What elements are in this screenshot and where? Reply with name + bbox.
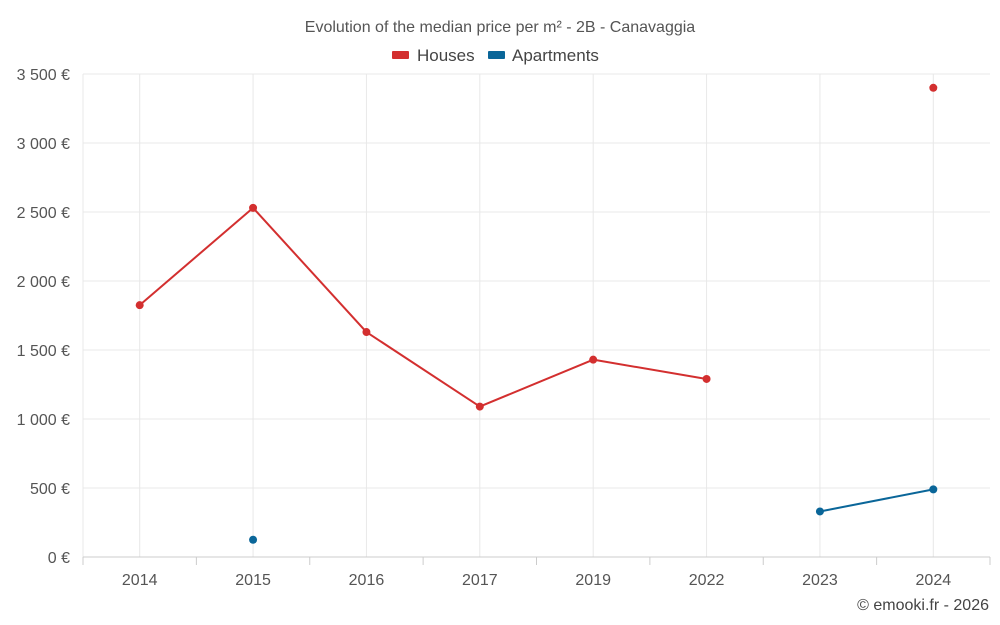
- legend: Houses Apartments: [392, 46, 599, 65]
- data-point[interactable]: [249, 203, 258, 212]
- y-tick-label: 2 000 €: [17, 274, 70, 291]
- data-point[interactable]: [589, 355, 598, 364]
- x-tick-label: 2015: [235, 572, 271, 589]
- series-apartments: [249, 485, 938, 544]
- data-point[interactable]: [249, 535, 258, 544]
- chart-title: Evolution of the median price per m² - 2…: [305, 19, 696, 36]
- x-tick-label: 2024: [916, 572, 952, 589]
- series-houses: [135, 83, 938, 411]
- y-tick-label: 2 500 €: [17, 205, 70, 222]
- x-tick-label: 2019: [575, 572, 611, 589]
- series-line-segment: [252, 207, 368, 333]
- y-tick-label: 1 000 €: [17, 412, 70, 429]
- series-line-segment: [819, 488, 934, 513]
- data-point[interactable]: [475, 402, 484, 411]
- series-line-segment: [365, 331, 481, 408]
- y-tick-label: 3 000 €: [17, 136, 70, 153]
- grid: [82, 73, 990, 557]
- x-axis: 2014 2015 2016 2017 2019 2022 2023 2024: [82, 556, 991, 589]
- x-tick-label: 2017: [462, 572, 498, 589]
- y-tick-label: 500 €: [30, 481, 70, 498]
- data-point[interactable]: [929, 485, 938, 494]
- legend-label-apartments[interactable]: Apartments: [512, 46, 599, 65]
- x-tick-label: 2014: [122, 572, 158, 589]
- legend-swatch-apartments: [488, 51, 505, 59]
- x-tick-label: 2016: [349, 572, 385, 589]
- series-line-segment: [139, 207, 254, 306]
- legend-label-houses[interactable]: Houses: [417, 46, 475, 65]
- y-tick-label: 3 500 €: [17, 67, 70, 84]
- data-point[interactable]: [929, 83, 938, 92]
- data-point[interactable]: [135, 301, 144, 310]
- y-tick-label: 1 500 €: [17, 343, 70, 360]
- credit-text: © emooki.fr - 2026: [857, 597, 989, 614]
- x-tick-label: 2022: [689, 572, 725, 589]
- series-line-segment: [479, 358, 594, 408]
- data-point[interactable]: [702, 374, 711, 383]
- y-tick-label: 0 €: [48, 550, 70, 567]
- legend-swatch-houses: [392, 51, 409, 59]
- y-axis: 0 € 500 € 1 000 € 1 500 € 2 000 € 2 500 € 3 00…: [17, 67, 70, 567]
- series-line-segment: [593, 358, 707, 380]
- series: [135, 83, 938, 544]
- data-point[interactable]: [815, 507, 824, 516]
- data-point[interactable]: [362, 328, 371, 337]
- x-tick-label: 2023: [802, 572, 838, 589]
